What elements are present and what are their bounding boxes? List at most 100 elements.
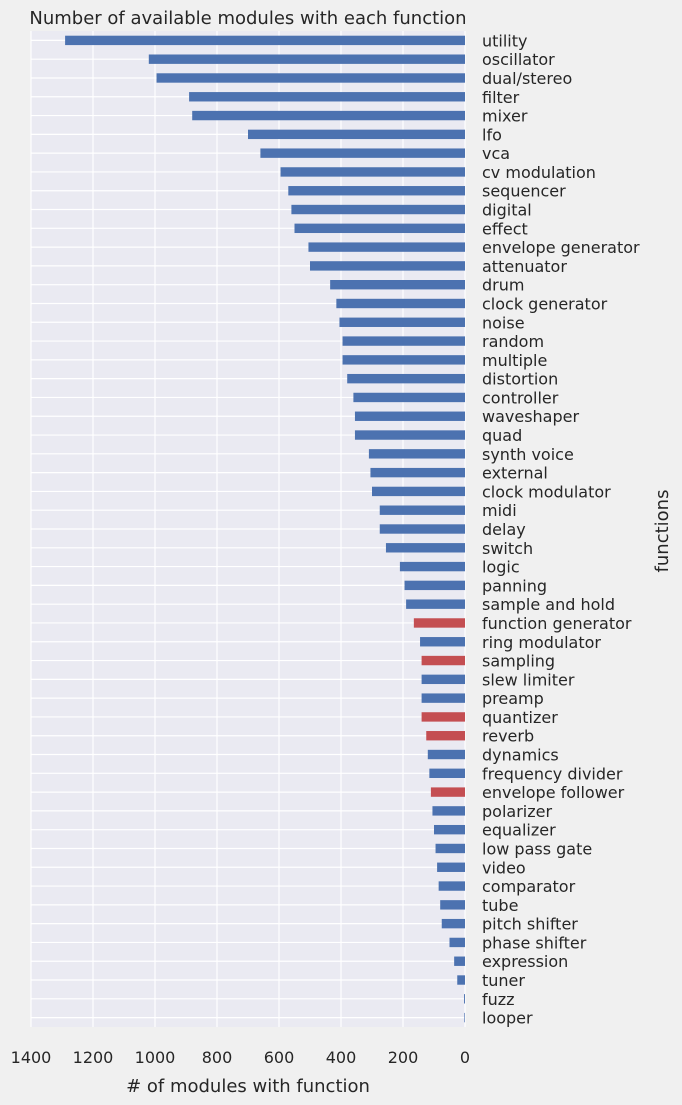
category-label: function generator xyxy=(482,614,632,633)
chart-title: Number of available modules with each fu… xyxy=(29,8,466,29)
bar xyxy=(336,298,465,309)
bar xyxy=(440,900,465,910)
bar xyxy=(192,110,465,121)
category-label: clock generator xyxy=(482,294,608,313)
x-tick-label: 400 xyxy=(326,1048,357,1067)
category-label: envelope follower xyxy=(482,783,625,802)
category-label: multiple xyxy=(482,351,547,370)
bar xyxy=(449,937,465,948)
bar xyxy=(399,561,465,572)
category-label: controller xyxy=(482,388,559,407)
bar xyxy=(156,73,466,83)
category-labels: utilityoscillatordual/stereofiltermixerl… xyxy=(482,31,640,1027)
bar xyxy=(339,317,465,327)
bar xyxy=(370,467,465,478)
category-label: external xyxy=(482,464,548,483)
category-label: synth voice xyxy=(482,445,574,464)
category-label: quantizer xyxy=(482,708,558,727)
bar xyxy=(347,373,465,384)
bar xyxy=(379,505,465,515)
bar xyxy=(310,261,465,271)
bar xyxy=(248,129,465,140)
category-label: envelope generator xyxy=(482,238,640,257)
category-label: mixer xyxy=(482,107,528,126)
category-label: utility xyxy=(482,31,528,50)
category-label: switch xyxy=(482,539,533,558)
bar xyxy=(385,543,465,553)
x-tick-label: 1000 xyxy=(135,1048,176,1067)
category-label: midi xyxy=(482,501,517,520)
x-axis-label: # of modules with function xyxy=(126,1076,370,1097)
category-label: dual/stereo xyxy=(482,69,572,88)
category-label: drum xyxy=(482,276,524,295)
bar xyxy=(342,355,465,365)
bar xyxy=(65,35,465,46)
bar xyxy=(438,881,465,891)
bar xyxy=(426,731,465,741)
bar xyxy=(421,655,465,666)
y-axis-label: functions xyxy=(652,490,673,573)
bar xyxy=(189,92,465,102)
bar xyxy=(354,430,465,440)
bars xyxy=(65,35,466,1023)
bar xyxy=(372,486,465,497)
bar xyxy=(291,204,465,215)
category-label: cv modulation xyxy=(482,163,596,182)
category-label: polarizer xyxy=(482,802,552,821)
bar xyxy=(421,712,465,722)
category-label: distortion xyxy=(482,370,558,389)
bar xyxy=(427,749,465,760)
category-label: clock modulator xyxy=(482,482,611,501)
category-label: digital xyxy=(482,201,532,220)
category-label: vca xyxy=(482,144,510,163)
bar xyxy=(441,918,465,929)
bar xyxy=(434,824,465,835)
category-label: phase shifter xyxy=(482,933,587,952)
category-label: noise xyxy=(482,313,525,332)
category-label: slew limiter xyxy=(482,670,575,689)
bar xyxy=(430,787,465,797)
bar xyxy=(421,693,465,703)
bar xyxy=(432,806,465,816)
category-label: expression xyxy=(482,952,568,971)
category-label: frequency divider xyxy=(482,764,623,783)
category-label: preamp xyxy=(482,689,544,708)
category-label: low pass gate xyxy=(482,839,592,858)
bar xyxy=(342,336,465,346)
category-label: filter xyxy=(482,88,520,107)
category-label: sampling xyxy=(482,652,555,671)
category-label: random xyxy=(482,332,544,351)
bar xyxy=(294,223,465,234)
bar xyxy=(354,411,465,421)
bar xyxy=(420,637,465,647)
category-label: sequencer xyxy=(482,182,566,201)
category-label: tube xyxy=(482,896,518,915)
category-label: equalizer xyxy=(482,821,556,840)
x-tick-label: 1200 xyxy=(73,1048,114,1067)
bar xyxy=(288,186,465,196)
bar xyxy=(437,862,465,872)
x-tick-label: 0 xyxy=(460,1048,470,1067)
bar xyxy=(260,148,465,158)
bar xyxy=(429,768,465,778)
x-tick-label: 1400 xyxy=(11,1048,52,1067)
x-tick-label: 200 xyxy=(388,1048,419,1067)
bar xyxy=(404,580,465,591)
category-label: pitch shifter xyxy=(482,915,578,934)
category-label: looper xyxy=(482,1009,533,1028)
category-label: delay xyxy=(482,520,526,539)
bar xyxy=(280,167,465,177)
bar xyxy=(421,674,465,685)
category-label: lfo xyxy=(482,125,502,144)
category-label: waveshaper xyxy=(482,407,579,426)
category-label: dynamics xyxy=(482,746,559,765)
bar xyxy=(435,843,465,854)
category-label: reverb xyxy=(482,727,534,746)
x-tick-label: 800 xyxy=(202,1048,233,1067)
category-label: comparator xyxy=(482,877,576,896)
bar xyxy=(454,956,465,966)
bar xyxy=(413,618,465,628)
bar xyxy=(379,524,465,534)
category-label: quad xyxy=(482,426,522,445)
